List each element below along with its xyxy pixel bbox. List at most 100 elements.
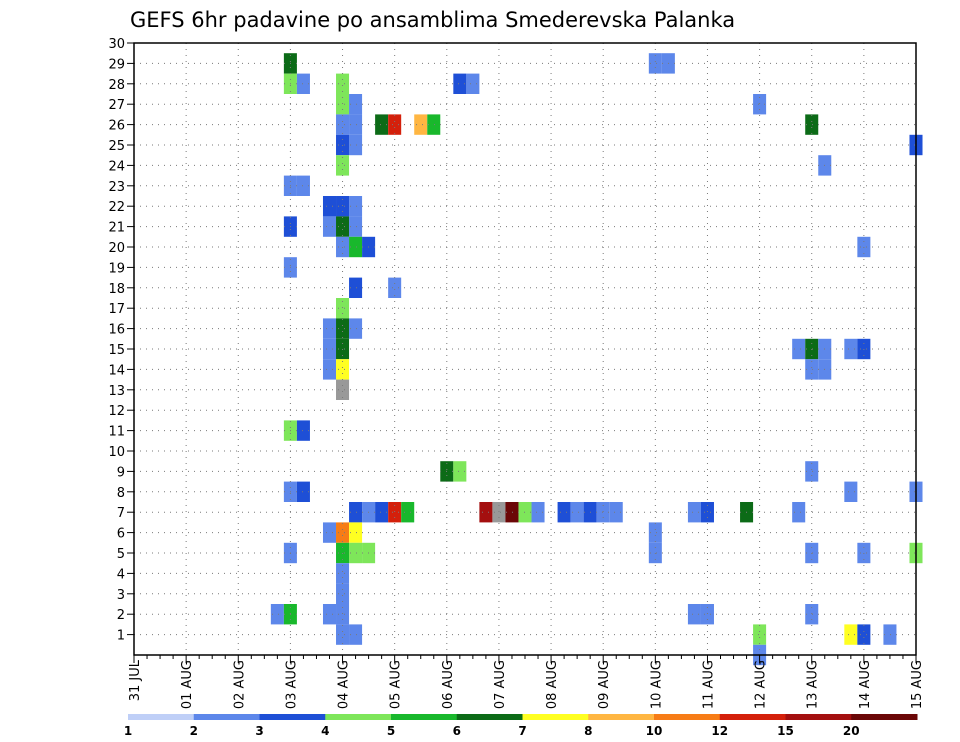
colorbar-tick-label: 7: [518, 724, 526, 738]
heatmap-cell: [857, 624, 871, 645]
colorbar-swatch: [719, 714, 786, 720]
colorbar-tick-label: 6: [453, 724, 461, 738]
heatmap-cell: [596, 502, 610, 523]
heatmap-cell: [336, 114, 350, 135]
heatmap-cell: [388, 502, 402, 523]
heatmap-cell: [322, 359, 337, 380]
x-tick-label: 15 AUG: [910, 660, 925, 709]
y-tick-label: 26: [108, 119, 125, 134]
x-tick-label: 11 AUG: [701, 660, 716, 709]
heatmap-cell: [375, 502, 389, 523]
heatmap-cell: [466, 73, 480, 94]
colorbar-tick-label: 3: [255, 724, 263, 738]
heatmap-cell: [336, 216, 350, 237]
x-tick-label: 13 AUG: [806, 660, 821, 709]
heatmap-cell: [336, 604, 350, 625]
y-tick-label: 17: [108, 302, 125, 317]
y-tick-label: 6: [117, 527, 125, 542]
heatmap-cell: [427, 114, 441, 135]
y-tick-label: 19: [108, 261, 125, 276]
heatmap-cell: [531, 502, 545, 523]
colorbar-swatch: [522, 714, 589, 720]
y-tick-label: 15: [108, 343, 125, 358]
x-tick-label: 14 AUG: [858, 660, 873, 709]
y-tick-label: 20: [108, 241, 125, 256]
heatmap-cell: [336, 563, 350, 584]
y-tick-label: 29: [108, 57, 125, 72]
colorbar-swatch: [259, 714, 326, 720]
heatmap-cell: [349, 318, 363, 339]
heatmap-cell: [844, 338, 858, 360]
colorbar-swatch: [391, 714, 458, 720]
heatmap-cell: [336, 359, 350, 380]
colorbar-tick-label: 15: [777, 724, 794, 738]
x-tick-label: 03 AUG: [284, 660, 299, 709]
heatmap-cell: [805, 359, 819, 380]
x-tick-label: 10 AUG: [649, 660, 664, 709]
heatmap-cell: [296, 420, 310, 441]
y-tick-label: 1: [117, 629, 125, 644]
y-tick-label: 21: [108, 221, 125, 236]
x-tick-label: 08 AUG: [545, 660, 560, 709]
heatmap-cell: [349, 502, 363, 523]
x-tick-label: 05 AUG: [389, 660, 404, 709]
heatmap-cell: [844, 624, 858, 645]
heatmap-cell: [492, 502, 506, 523]
heatmap-cell: [336, 583, 350, 604]
colorbar-tick-label: 10: [646, 724, 663, 738]
heatmap-cell: [388, 277, 402, 298]
heatmap-cell: [388, 114, 402, 135]
x-tick-label: 12 AUG: [754, 660, 769, 709]
y-tick-label: 9: [117, 465, 125, 480]
heatmap-cell: [349, 216, 363, 237]
x-tick-label: 07 AUG: [493, 660, 508, 709]
y-tick-label: 3: [117, 588, 125, 603]
colorbar-tick-label: 1: [124, 724, 132, 738]
heatmap-cell: [322, 196, 337, 217]
colorbar-swatch: [851, 714, 918, 720]
y-tick-label: 5: [117, 547, 125, 562]
heatmap-cells: [270, 53, 923, 666]
y-tick-label: 22: [108, 200, 125, 215]
heatmap-cell: [648, 522, 662, 543]
y-tick-label: 25: [108, 139, 125, 154]
heatmap-cell: [296, 175, 310, 196]
heatmap-cell: [570, 502, 584, 523]
y-tick-label: 4: [117, 567, 125, 582]
x-tick-label: 31 JUL: [128, 659, 143, 701]
heatmap-cell: [270, 604, 284, 625]
x-tick-label: 02 AUG: [232, 660, 247, 709]
heatmap-cell: [792, 338, 806, 360]
heatmap-cell: [753, 624, 767, 645]
heatmap-cell: [336, 624, 350, 645]
colorbar-swatch: [588, 714, 655, 720]
heatmap-cell: [336, 298, 350, 319]
heatmap-cell: [349, 196, 363, 217]
y-tick-label: 14: [108, 363, 125, 378]
heatmap-cell: [479, 502, 493, 523]
heatmap-cell: [700, 502, 714, 523]
heatmap-cell: [414, 114, 428, 135]
heatmap-cell: [648, 53, 662, 74]
heatmap-cell: [296, 481, 310, 502]
y-tick-label: 7: [117, 506, 125, 521]
heatmap-cell: [336, 522, 350, 543]
colorbar-tick-label: 2: [190, 724, 198, 738]
colorbar-tick-label: 12: [711, 724, 728, 738]
x-tick-label: 04 AUG: [337, 660, 352, 709]
heatmap-cell: [805, 461, 819, 482]
y-axis-ticks: 1234567891011121314151617181920212223242…: [108, 37, 134, 644]
heatmap-cell: [336, 155, 350, 176]
colorbar-swatch: [325, 714, 392, 720]
y-tick-label: 18: [108, 282, 125, 297]
x-axis-ticks: 31 JUL 01 AUG 02 AUG 03 AUG 04 AUG 05 AUG 06 A…: [128, 655, 925, 709]
heatmap-cell: [687, 502, 701, 523]
heatmap-cell: [505, 502, 519, 523]
heatmap-cell: [349, 236, 363, 258]
heatmap-cell: [322, 318, 337, 339]
chart-title: GEFS 6hr padavine po ansamblima Smederev…: [130, 8, 735, 32]
colorbar-tick-label: 8: [584, 724, 592, 738]
heatmap-cell: [349, 94, 363, 115]
colorbar-swatch: [456, 714, 523, 720]
x-tick-label: 06 AUG: [441, 660, 456, 709]
